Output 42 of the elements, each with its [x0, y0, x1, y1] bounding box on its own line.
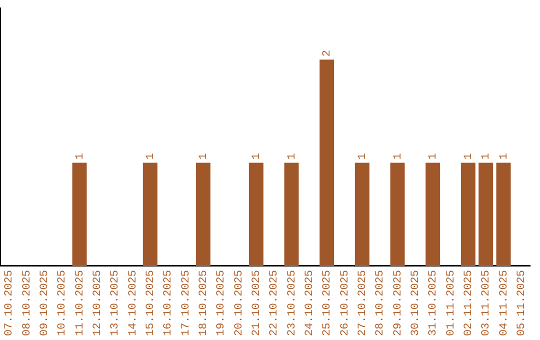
x-tick-label: 19.10.2025 — [216, 270, 228, 336]
data-label: 1 — [251, 152, 264, 160]
x-tick-label: 25.10.2025 — [322, 270, 334, 336]
x-tick-label: 16.10.2025 — [162, 270, 175, 336]
data-label: 1 — [286, 152, 298, 160]
data-label: 2 — [322, 50, 334, 57]
data-label: 1 — [463, 152, 476, 160]
x-tick-label: 10.10.2025 — [56, 270, 69, 336]
data-label: 1 — [198, 152, 210, 160]
x-tick-label: 21.10.2025 — [251, 270, 264, 336]
x-tick-label: 26.10.2025 — [339, 270, 352, 336]
data-label: 1 — [428, 152, 440, 160]
x-tick-label: 20.10.2025 — [233, 270, 246, 336]
data-label: 1 — [498, 152, 510, 160]
data-label: 1 — [74, 152, 86, 160]
x-tick-label: 28.10.2025 — [374, 270, 387, 336]
x-tick-label: 14.10.2025 — [127, 270, 140, 336]
x-tick-label: 27.10.2025 — [357, 270, 370, 336]
x-tick-label: 11.10.2025 — [74, 270, 86, 336]
x-tick-label: 18.10.2025 — [198, 270, 210, 336]
x-tick-label: 15.10.2025 — [145, 270, 158, 336]
data-label: 1 — [145, 152, 158, 160]
x-tick-label: 30.10.2025 — [410, 270, 422, 336]
x-tick-label: 12.10.2025 — [92, 270, 104, 336]
x-tick-label: 04.11.2025 — [498, 270, 510, 336]
data-label: 1 — [480, 152, 493, 160]
x-tick-label: 07.10.2025 — [4, 270, 16, 336]
x-tick-label: 23.10.2025 — [286, 270, 298, 336]
x-tick-label: 08.10.2025 — [21, 270, 34, 336]
x-tick-label: 29.10.2025 — [392, 270, 404, 336]
x-tick-label: 05.11.2025 — [516, 270, 528, 336]
x-tick-label: 31.10.2025 — [428, 270, 440, 336]
x-tick-label: 13.10.2025 — [110, 270, 122, 336]
x-tick-label: 03.11.2025 — [480, 270, 493, 336]
x-tick-label: 22.10.2025 — [268, 270, 281, 336]
x-tick-label: 09.10.2025 — [39, 270, 52, 336]
x-tick-label: 17.10.2025 — [180, 270, 192, 336]
data-label: 1 — [357, 152, 370, 160]
x-tick-label: 24.10.2025 — [304, 270, 316, 336]
data-label: 1 — [392, 152, 404, 160]
x-tick-label: 02.11.2025 — [463, 270, 476, 336]
x-tick-label: 01.11.2025 — [445, 270, 458, 336]
